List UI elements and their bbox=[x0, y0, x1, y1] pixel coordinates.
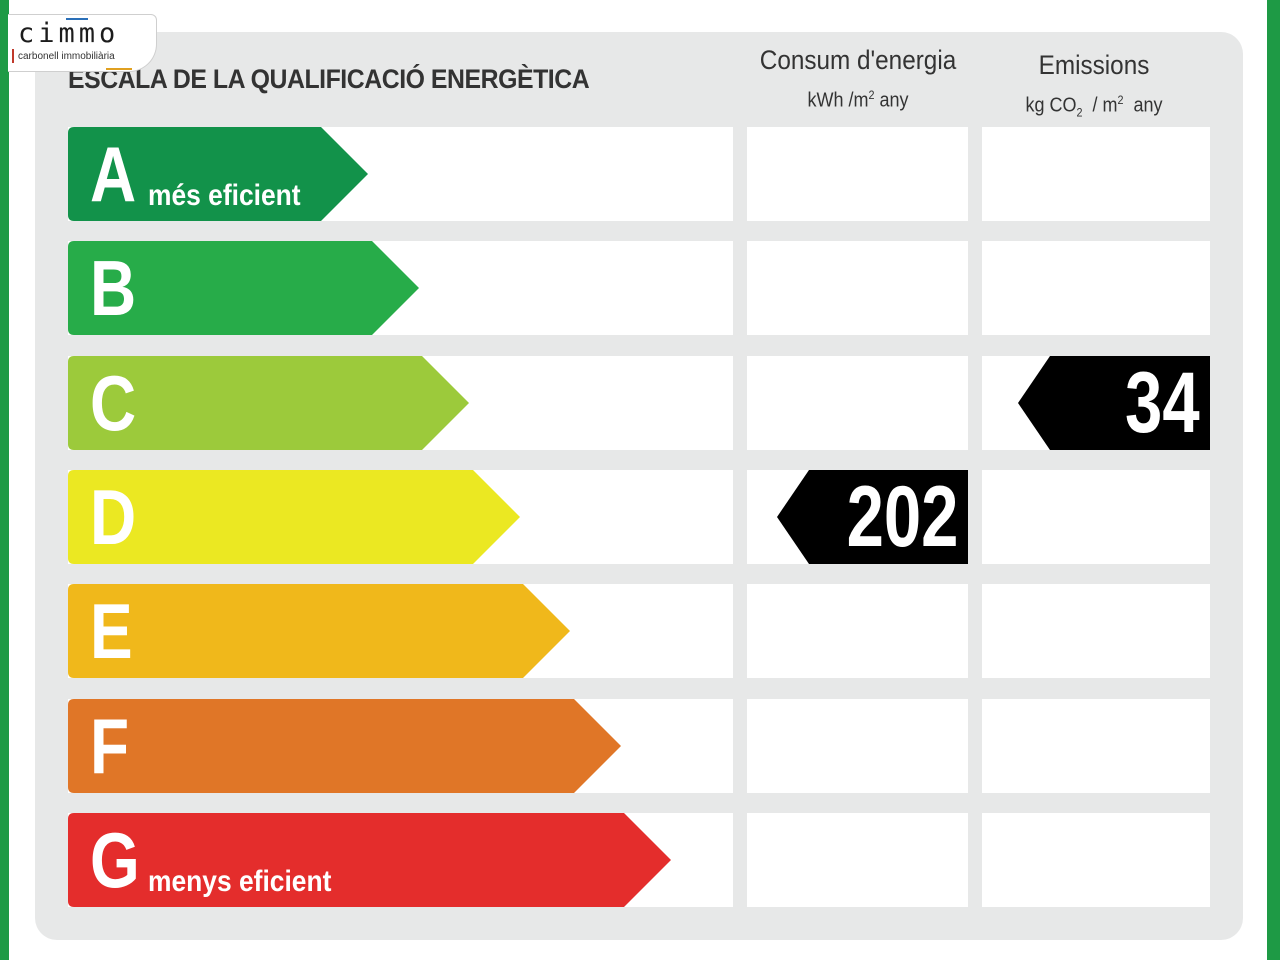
class-letter-g: G bbox=[90, 816, 140, 904]
class-arrow-fill-f bbox=[68, 699, 621, 793]
emissions-unit-suffix: any bbox=[1123, 94, 1163, 117]
logo-underline bbox=[106, 68, 132, 70]
class-arrow-fill-a bbox=[68, 127, 368, 221]
emissions-cell-a bbox=[982, 127, 1210, 221]
class-arrow-c: C bbox=[68, 356, 469, 450]
class-arrow-fill-b bbox=[68, 241, 419, 335]
class-arrow-shape-g bbox=[68, 813, 671, 907]
energy-rating-marker-shape bbox=[777, 470, 968, 564]
energy-rating-marker: 202 bbox=[777, 470, 968, 564]
energy-rating-marker-fill bbox=[777, 470, 968, 564]
class-arrow-fill-e bbox=[68, 584, 570, 678]
class-arrow-e: E bbox=[68, 584, 570, 678]
right-green-border bbox=[1267, 0, 1280, 960]
emissions-cell-f bbox=[982, 699, 1210, 793]
emissions-rating-value: 34 bbox=[1125, 355, 1200, 451]
class-caption-g: menys eficient bbox=[148, 865, 332, 898]
class-letter-d: D bbox=[90, 473, 137, 561]
energy-unit-suffix: any bbox=[874, 89, 909, 112]
emissions-column-title: Emissions bbox=[1038, 50, 1150, 80]
class-arrow-shape-e bbox=[68, 584, 570, 678]
logo-accent-bar bbox=[66, 18, 88, 20]
page-title: ESCALA DE LA QUALIFICACIÓ ENERGÈTICA bbox=[68, 64, 590, 94]
emissions-cell-g bbox=[982, 813, 1210, 907]
energy-rating-value: 202 bbox=[846, 469, 958, 565]
emissions-unit-sub: 2 bbox=[1076, 105, 1083, 120]
class-arrow-shape-b bbox=[68, 241, 419, 335]
emissions-cell-b bbox=[982, 241, 1210, 335]
energy-column-header: Consum d'energia kWh /m2 any bbox=[759, 45, 957, 115]
class-caption-a: més eficient bbox=[148, 179, 301, 212]
energy-cell-b bbox=[747, 241, 968, 335]
emissions-rating-marker: 34 bbox=[1018, 356, 1210, 450]
company-logo: cimmo carbonell immobiliària bbox=[8, 14, 157, 72]
emissions-cell-e bbox=[982, 584, 1210, 678]
emissions-unit-exp: 2 bbox=[1117, 93, 1124, 107]
emissions-cell-d bbox=[982, 470, 1210, 564]
energy-column-unit: kWh /m2 any bbox=[759, 81, 957, 115]
energy-unit-exp: 2 bbox=[868, 88, 875, 102]
energy-cell-a bbox=[747, 127, 968, 221]
class-letter-e: E bbox=[90, 587, 133, 675]
emissions-column-unit: kg CO2 / m2 any bbox=[990, 86, 1199, 127]
class-arrow-d: D bbox=[68, 470, 520, 564]
class-letter-b: B bbox=[90, 244, 137, 332]
emissions-rating-marker-fill bbox=[1018, 356, 1210, 450]
class-arrow-shape-f bbox=[68, 699, 621, 793]
logo-tagline: carbonell immobiliària bbox=[18, 51, 115, 62]
class-arrow-fill-d bbox=[68, 470, 520, 564]
class-arrow-shape-d bbox=[68, 470, 520, 564]
emissions-unit-mid: / m bbox=[1082, 94, 1118, 117]
emissions-unit-prefix: kg CO bbox=[1025, 94, 1077, 117]
class-arrow-b: B bbox=[68, 241, 419, 335]
energy-cell-c bbox=[747, 356, 968, 450]
class-arrow-shape-a bbox=[68, 127, 368, 221]
energy-cell-g bbox=[747, 813, 968, 907]
emissions-column-header: Emissions kg CO2 / m2 any bbox=[990, 50, 1199, 127]
class-arrow-fill-c bbox=[68, 356, 469, 450]
class-arrow-f: F bbox=[68, 699, 621, 793]
logo-accent-stripe bbox=[12, 49, 14, 63]
logo-wordmark: cimmo bbox=[18, 18, 120, 49]
class-arrow-shape-c bbox=[68, 356, 469, 450]
class-letter-f: F bbox=[90, 702, 130, 790]
energy-column-title: Consum d'energia bbox=[759, 45, 957, 75]
class-letter-a: A bbox=[90, 130, 137, 218]
class-letter-c: C bbox=[90, 359, 137, 447]
class-arrow-fill-g bbox=[68, 813, 671, 907]
emissions-rating-marker-shape bbox=[1018, 356, 1210, 450]
left-green-border bbox=[0, 0, 9, 960]
energy-unit-prefix: kWh /m bbox=[807, 89, 869, 112]
energy-cell-f bbox=[747, 699, 968, 793]
energy-cell-e bbox=[747, 584, 968, 678]
